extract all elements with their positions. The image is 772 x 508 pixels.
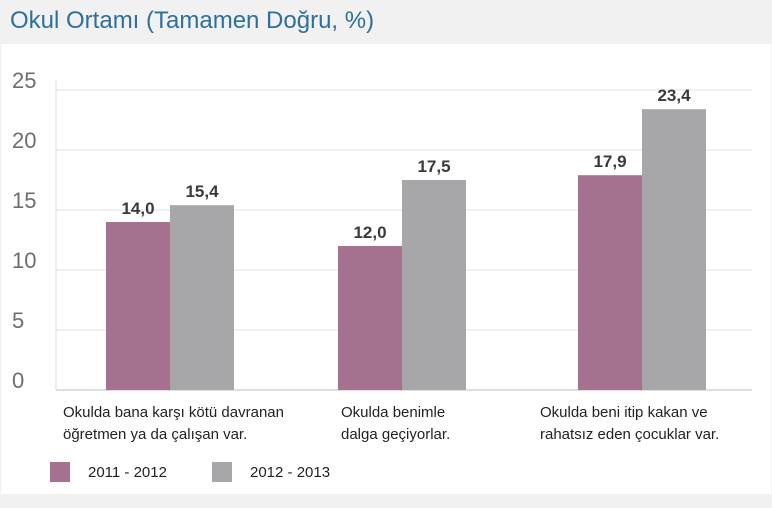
chart-title: Okul Ortamı (Tamamen Doğru, %) [10, 7, 375, 34]
category-label-3: Okulda beni itip kakan ve rahatsız eden … [540, 402, 719, 446]
category-label-2-line-1: Okulda benimle [341, 404, 446, 421]
bar-2011-2012-cat2 [338, 246, 402, 390]
bar-2011-2012-cat3 [578, 175, 642, 390]
bar-2012-2013-cat3 [642, 109, 706, 390]
category-label-1-line-2: öğretmen ya da çalışan var. [63, 426, 248, 443]
value-label-2011-2012-cat3: 17,9 [593, 152, 626, 171]
legend-item-2011-2012: 2011 - 2012 [50, 461, 167, 483]
y-tick-label-25: 25 [12, 68, 36, 93]
category-label-3-line-2: rahatsız eden çocuklar var. [540, 426, 720, 443]
legend-swatch-series-2 [212, 462, 232, 482]
bar-2012-2013-cat2 [402, 180, 466, 390]
category-label-2-line-2: dalga geçiyorlar. [341, 426, 451, 443]
value-label-2012-2013-cat3: 23,4 [657, 86, 691, 105]
category-label-3-line-1: Okulda beni itip kakan ve [540, 404, 708, 421]
value-label-2012-2013-cat1: 15,4 [185, 182, 219, 201]
legend-swatch-series-1 [50, 462, 70, 482]
category-label-2: Okulda benimle dalga geçiyorlar. [341, 402, 450, 446]
legend-label-series-1: 2011 - 2012 [88, 463, 167, 481]
y-tick-label-15: 15 [12, 188, 36, 213]
value-label-2011-2012-cat1: 14,0 [121, 199, 154, 218]
value-label-2012-2013-cat2: 17,5 [417, 157, 450, 176]
y-tick-label-0: 0 [12, 368, 24, 393]
bar-2011-2012-cat1 [106, 222, 170, 390]
value-label-2011-2012-cat2: 12,0 [353, 223, 386, 242]
legend-item-2012-2013: 2012 - 2013 [212, 461, 330, 483]
category-label-1-line-1: Okulda bana karşı kötü davranan [63, 404, 284, 421]
y-tick-label-5: 5 [12, 308, 24, 333]
bar-2012-2013-cat1 [170, 205, 234, 390]
y-tick-label-20: 20 [12, 128, 36, 153]
category-label-1: Okulda bana karşı kötü davranan öğretmen… [63, 402, 284, 446]
chart-header: Okul Ortamı (Tamamen Doğru, %) [0, 0, 772, 44]
legend-label-series-2: 2012 - 2013 [250, 463, 331, 481]
y-tick-label-10: 10 [12, 248, 36, 273]
